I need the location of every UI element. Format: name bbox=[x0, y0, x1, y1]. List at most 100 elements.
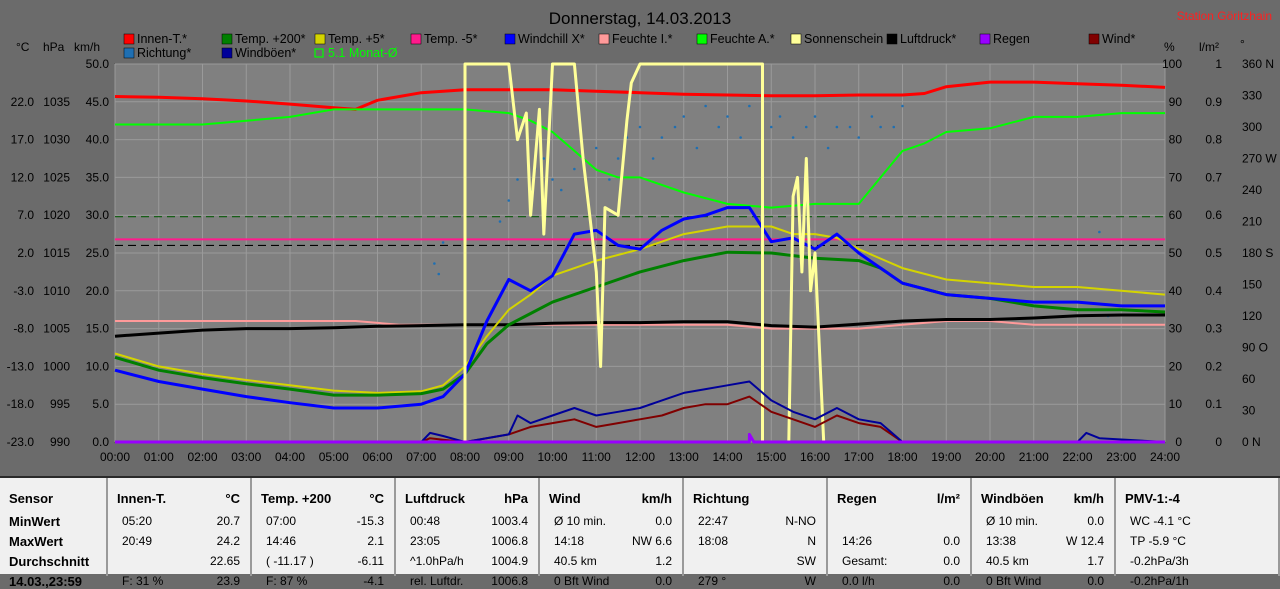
legend-swatch bbox=[979, 33, 991, 45]
tick-label-percent: 70 bbox=[1169, 170, 1183, 184]
stats-cell-value: N-NO bbox=[785, 514, 816, 528]
stats-cell-left: 22:47 bbox=[698, 514, 729, 528]
stats-cell-left: ^1.0hPa/h bbox=[410, 554, 464, 568]
tick-label-x: 03:00 bbox=[231, 450, 261, 464]
stats-cell-left: F: 31 % bbox=[122, 574, 164, 588]
legend-label: Windchill X* bbox=[518, 32, 585, 46]
stats-cell-value: 0.0 bbox=[943, 574, 960, 588]
tick-label-x: 11:00 bbox=[582, 450, 611, 464]
stats-cell-left: -0.2hPa/3h bbox=[1130, 554, 1189, 568]
stats-cell-left: 05:20 bbox=[122, 514, 153, 528]
station-name: Station Göritzhain bbox=[1177, 9, 1272, 23]
stats-unit: km/h bbox=[1073, 491, 1104, 506]
direction-point bbox=[813, 115, 817, 118]
tick-label-celsius: -18.0 bbox=[7, 397, 35, 411]
stats-cell-value: 22.65 bbox=[209, 554, 240, 568]
stats-cell-left: 18:08 bbox=[698, 534, 729, 548]
tick-label-x: 22:00 bbox=[1062, 450, 1092, 464]
stats-cell-left: 13:38 bbox=[986, 534, 1017, 548]
stats-cell-value: 0.0 bbox=[655, 514, 672, 528]
direction-point bbox=[651, 157, 655, 160]
legend-swatch bbox=[1088, 33, 1100, 45]
stats-cell-left: Ø 10 min. bbox=[986, 514, 1039, 528]
direction-point bbox=[437, 272, 441, 276]
tick-label-kmh: 40.0 bbox=[86, 133, 110, 147]
tick-label-hpa: 995 bbox=[50, 397, 70, 411]
stats-cell-left: WC -4.1 °C bbox=[1130, 514, 1191, 528]
stats-row-label: MinWert bbox=[9, 514, 61, 529]
legend-label: Temp. +200* bbox=[235, 32, 306, 46]
stats-cell-value: 1006.8 bbox=[491, 534, 528, 548]
stats-cell-value: 24.2 bbox=[216, 534, 240, 548]
tick-label-percent: 30 bbox=[1169, 322, 1183, 336]
tick-label-x: 19:00 bbox=[931, 450, 961, 464]
tick-label-x: 05:00 bbox=[319, 450, 349, 464]
direction-point bbox=[594, 146, 598, 150]
legend-swatch bbox=[886, 33, 898, 45]
tick-label-rain: 0.7 bbox=[1205, 170, 1222, 184]
stats-cell-left: 0 Bft Wind bbox=[986, 574, 1042, 588]
direction-point bbox=[433, 262, 436, 265]
direction-point bbox=[507, 199, 511, 202]
axis-unit-celsius: °C bbox=[16, 40, 30, 54]
stats-header: Luftdruck bbox=[405, 491, 465, 506]
tick-label-rain: 0.6 bbox=[1205, 208, 1222, 222]
tick-label-hpa: 1000 bbox=[43, 359, 70, 373]
tick-label-celsius: -23.0 bbox=[7, 435, 35, 449]
tick-label-kmh: 50.0 bbox=[86, 57, 110, 71]
stats-cell-value: -15.3 bbox=[356, 514, 384, 528]
legend-swatch bbox=[790, 33, 802, 45]
tick-label-dir: 270 W bbox=[1242, 152, 1277, 166]
tick-label-x: 23:00 bbox=[1106, 450, 1136, 464]
tick-label-hpa: 1010 bbox=[43, 284, 70, 298]
tick-label-celsius: 7.0 bbox=[17, 208, 34, 222]
direction-point bbox=[901, 104, 904, 108]
tick-label-x: 02:00 bbox=[187, 450, 217, 464]
tick-label-dir: 120 bbox=[1242, 309, 1262, 323]
stats-column: Windböen km/h Ø 10 min. 0.0 13:38 W 12.4 40.5 … bbox=[972, 478, 1116, 588]
stats-unit: km/h bbox=[641, 491, 672, 506]
tick-label-x: 01:00 bbox=[144, 450, 174, 464]
tick-label-percent: 60 bbox=[1169, 208, 1183, 222]
tick-label-dir: 0 N bbox=[1242, 435, 1261, 449]
stats-cell-left: 40.5 km bbox=[986, 554, 1029, 568]
weather-chart: Donnerstag, 14.03.2013 Station Göritzhain… bbox=[6, 9, 1278, 464]
stats-column: Richtung 22:47 N-NO 18:08 N SW 279 ° W bbox=[684, 478, 828, 588]
tick-label-x: 24:00 bbox=[1150, 450, 1180, 464]
stats-cell-mid: W 12.4 bbox=[1065, 534, 1104, 548]
legend-swatch bbox=[221, 33, 233, 45]
stats-cell-value: N bbox=[807, 534, 816, 548]
legend-label: Feuchte I.* bbox=[612, 32, 673, 46]
direction-point bbox=[835, 125, 839, 129]
tick-label-x: 20:00 bbox=[975, 450, 1005, 464]
tick-label-celsius: -3.0 bbox=[13, 284, 34, 298]
series-innen-t bbox=[114, 80, 1166, 111]
legend-label: Regen bbox=[993, 32, 1030, 46]
direction-point bbox=[608, 178, 611, 181]
tick-label-dir: 180 S bbox=[1242, 246, 1273, 260]
axis-unit-dir: ° bbox=[1240, 37, 1245, 51]
stats-column: PMV-1:-4 WC -4.1 °C TP -5.9 °C -0.2hPa/3h -0… bbox=[1116, 478, 1280, 588]
stats-cell-value: 0.0 bbox=[943, 534, 960, 548]
direction-point bbox=[748, 104, 751, 108]
stats-header: Sensor bbox=[9, 491, 54, 506]
legend-swatch bbox=[314, 33, 326, 45]
tick-label-hpa: 1035 bbox=[43, 95, 70, 109]
tick-label-hpa: 990 bbox=[50, 435, 70, 449]
stats-cell-left: -0.2hPa/1h bbox=[1130, 574, 1189, 588]
stats-cell-value: SW bbox=[796, 554, 816, 568]
direction-point bbox=[1098, 230, 1101, 234]
tick-label-x: 21:00 bbox=[1019, 450, 1049, 464]
tick-label-percent: 0 bbox=[1175, 435, 1182, 449]
direction-point bbox=[739, 136, 742, 139]
tick-label-dir: 60 bbox=[1242, 372, 1256, 386]
tick-label-kmh: 35.0 bbox=[86, 170, 110, 184]
stats-header: Windböen bbox=[981, 491, 1044, 506]
tick-label-x: 17:00 bbox=[844, 450, 874, 464]
stats-unit: °C bbox=[369, 491, 384, 506]
legend-label: Temp. +5* bbox=[328, 32, 385, 46]
stats-cell-left: 20:49 bbox=[122, 534, 153, 548]
tick-label-x: 04:00 bbox=[275, 450, 305, 464]
stats-cell-value: 20.7 bbox=[216, 514, 240, 528]
tick-label-celsius: 12.0 bbox=[11, 170, 35, 184]
